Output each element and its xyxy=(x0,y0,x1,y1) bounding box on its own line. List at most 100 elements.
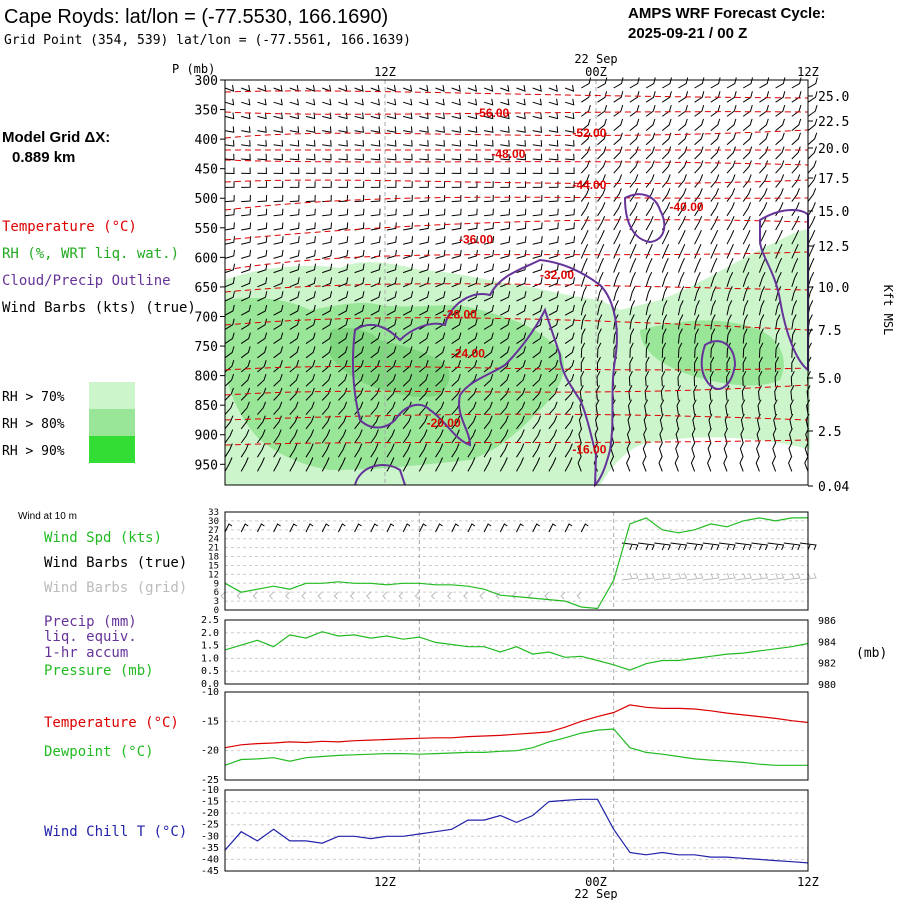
wind-barb xyxy=(710,77,721,89)
wind-barb xyxy=(629,146,639,160)
wind-barb xyxy=(321,373,332,387)
surface-wind-barb xyxy=(321,523,330,533)
wind-barb xyxy=(402,112,413,120)
pressure-tick-label: 300 xyxy=(195,74,218,89)
wind-barb xyxy=(548,360,559,373)
wind-barb xyxy=(451,387,461,401)
wind-barb xyxy=(257,181,267,188)
temperature-series xyxy=(224,704,809,766)
wind-barb xyxy=(224,236,235,245)
wind-barb xyxy=(354,387,364,401)
wind-barb xyxy=(500,249,511,259)
wind-barb xyxy=(725,399,730,415)
wind-barb xyxy=(790,370,795,387)
wind-barb xyxy=(678,146,688,160)
wind-barb xyxy=(677,202,687,217)
wind-barb xyxy=(577,456,582,472)
wind-barb xyxy=(499,415,509,430)
height-tick-label: 2.5 xyxy=(818,425,841,440)
wind-barb xyxy=(305,194,316,203)
wind-barb xyxy=(370,401,380,415)
wind-barb xyxy=(548,332,559,345)
wind-barb xyxy=(435,360,445,373)
wind-barb xyxy=(418,415,428,430)
wind-barb xyxy=(338,401,348,415)
wind-barb xyxy=(354,167,365,175)
wind-barb xyxy=(516,387,526,401)
wind-barb xyxy=(726,132,737,146)
wind-barb xyxy=(726,356,731,372)
wind-barb xyxy=(791,257,799,273)
wind-barb xyxy=(224,346,235,359)
wind-barb xyxy=(257,318,268,330)
wind-barb xyxy=(418,373,429,387)
wind-barb xyxy=(257,360,267,373)
wind-barb xyxy=(435,112,445,120)
wind-barb xyxy=(661,328,667,344)
isotherm-label: -52.00 xyxy=(572,126,606,140)
wind-barb xyxy=(289,208,300,217)
grid-wind-barb xyxy=(463,591,469,600)
wind-barb xyxy=(305,346,316,359)
wind-barb xyxy=(224,208,235,217)
wind-barb xyxy=(370,126,381,133)
wind-barb xyxy=(224,401,234,415)
height-tick-label: 10.0 xyxy=(818,281,849,296)
wind-barb xyxy=(708,413,713,429)
wind-panel-frame xyxy=(224,511,809,611)
wind-barbs-true-label: Wind Barbs (true) xyxy=(44,555,187,571)
wind-barb xyxy=(710,257,718,273)
wind-barb xyxy=(338,249,349,259)
wind-barb xyxy=(451,222,462,231)
wind-barb xyxy=(532,346,543,359)
wind-barb xyxy=(289,153,300,161)
wind-barb xyxy=(500,263,511,274)
wind-barb xyxy=(224,85,235,92)
wind-barb xyxy=(338,208,349,217)
wind-barb xyxy=(224,249,235,259)
wind-barb xyxy=(419,126,429,133)
wind-barb xyxy=(532,429,541,444)
surface-wind-barb xyxy=(670,542,688,551)
wind-barb xyxy=(726,257,734,273)
wind-barb xyxy=(629,132,639,146)
wind-barb xyxy=(419,112,429,120)
wind-barb xyxy=(676,385,681,401)
wind-barb xyxy=(499,457,508,472)
wind-barb xyxy=(759,118,769,131)
wind-barb xyxy=(402,457,411,472)
wind-barb xyxy=(289,387,299,401)
panel-tick-label: 9 xyxy=(214,579,219,589)
wind-barb xyxy=(305,277,316,288)
wind-barb xyxy=(660,399,665,415)
wind-barb xyxy=(597,91,608,103)
pressure-tick-label: 700 xyxy=(195,310,218,325)
pressure-tick-label: 600 xyxy=(195,251,218,266)
wind-barb xyxy=(629,257,637,273)
wind-barb xyxy=(710,243,718,259)
wind-barb xyxy=(273,194,284,203)
wind-barb xyxy=(659,428,664,444)
wind-barb xyxy=(467,291,478,302)
wind-barb xyxy=(596,370,601,387)
wind-barb xyxy=(338,277,349,288)
wind-barb xyxy=(273,415,282,430)
grid-wind-barb xyxy=(447,591,453,600)
wind-barb xyxy=(305,457,314,472)
wind-barb xyxy=(289,263,300,274)
wind-barb xyxy=(483,415,493,430)
surface-wind-barb xyxy=(637,542,655,551)
wind-barb xyxy=(710,271,717,287)
wind-barb xyxy=(305,304,316,316)
wind-barb xyxy=(419,140,429,147)
wind-barb xyxy=(580,271,588,287)
wind-chill-series xyxy=(224,798,809,864)
wind-barb xyxy=(565,222,575,231)
surface-wind-barb xyxy=(702,542,720,551)
wind-barb xyxy=(726,216,735,231)
wind-barb xyxy=(256,429,266,444)
wind-barb xyxy=(483,304,494,316)
pressure-label: Pressure (mb) xyxy=(44,663,154,679)
wind-barb xyxy=(645,174,655,188)
wind-barb xyxy=(759,132,769,146)
